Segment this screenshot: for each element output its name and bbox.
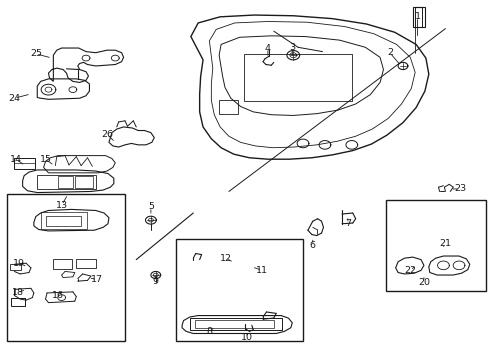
Bar [176,239,303,341]
Bar [6,194,125,341]
Bar [10,264,21,270]
Bar [194,320,273,328]
Text: 10: 10 [241,333,252,342]
Text: 19: 19 [13,259,25,268]
Bar [53,259,72,269]
Bar [76,259,96,268]
Text: 20: 20 [417,278,429,287]
Text: 2: 2 [386,48,392,57]
Text: 15: 15 [40,155,51,164]
Text: 5: 5 [147,202,154,211]
Bar [189,319,281,330]
Bar [385,200,485,291]
Text: 12: 12 [220,254,231,263]
Text: 11: 11 [256,266,267,275]
Text: 17: 17 [91,275,103,284]
Bar [219,100,237,114]
Bar [244,54,351,101]
Text: 14: 14 [10,155,22,164]
Text: 1: 1 [414,12,420,21]
Text: 16: 16 [52,291,64,300]
Text: 3: 3 [288,43,295,52]
Text: 8: 8 [206,327,212,336]
Text: 26: 26 [101,130,113,139]
Bar [11,298,25,306]
Text: 6: 6 [309,241,315,250]
Bar [41,212,87,229]
Text: 7: 7 [344,219,350,228]
Text: 9: 9 [152,276,159,285]
Text: 4: 4 [264,44,270,53]
Text: 18: 18 [12,288,24,297]
Text: 13: 13 [56,201,67,210]
Bar [37,175,96,189]
Bar [14,158,35,169]
Text: 22: 22 [404,266,415,275]
Bar [58,176,73,188]
Text: 24: 24 [8,94,20,103]
Text: 23: 23 [453,184,465,193]
Bar [45,216,81,226]
Text: 21: 21 [439,239,450,248]
Bar [412,7,424,27]
Bar [75,176,93,188]
Text: 25: 25 [30,49,41,58]
